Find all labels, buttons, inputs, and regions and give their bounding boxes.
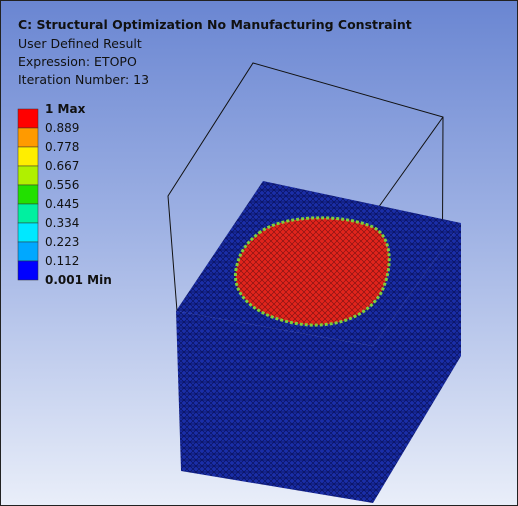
legend-label: 0.667 [45,159,80,173]
result-info: User Defined Result [18,36,142,51]
block-front [176,311,373,503]
optimized-region [234,216,391,327]
legend-label: 0.778 [45,140,80,154]
block-right [373,223,461,503]
legend-label: 0.223 [45,235,80,249]
legend-label: 0.334 [45,216,80,230]
result-info: Iteration Number: 13 [18,72,150,87]
legend-label: 0.001 Min [45,273,112,287]
legend-swatches [17,108,39,281]
wireframe [167,62,444,347]
legend-label: 0.445 [45,197,80,211]
legend-label: 0.889 [45,121,80,135]
result-title: C: Structural Optimization No Manufactur… [18,17,412,32]
legend-label: 0.556 [45,178,80,192]
legend-label: 0.112 [45,254,80,268]
legend-label: 1 Max [45,102,86,116]
result-info: Expression: ETOPO [18,54,137,69]
